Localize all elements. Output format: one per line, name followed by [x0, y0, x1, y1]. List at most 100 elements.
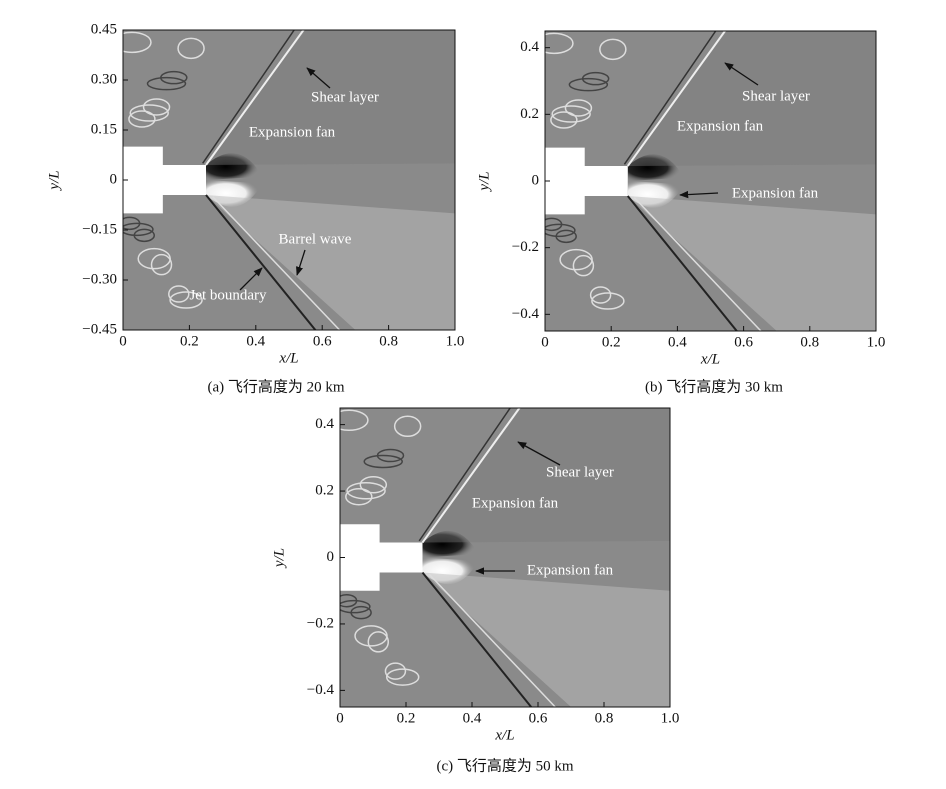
fan-dark-wash [206, 30, 455, 165]
vortex [376, 448, 405, 463]
barrel-wave [633, 197, 762, 331]
x-tick-label: 0.6 [313, 333, 332, 349]
annotation-arrow [724, 62, 759, 86]
vortex [133, 228, 155, 243]
jet-boundary [205, 194, 317, 330]
y-tick-label: 0 [110, 171, 118, 187]
shear-layer [205, 30, 305, 166]
panel: 0 0.2 0.4 0.6 0.8 1.0 0.4 0.2 0 −0.2 −0.4 x/L y/L She… [476, 30, 885, 395]
y-tick-label: 0.2 [315, 482, 334, 498]
x-tick-label: 0.2 [602, 334, 621, 350]
annotation: Expansion fan [249, 124, 336, 140]
x-axis-label: x/L [494, 727, 514, 743]
vortex [142, 98, 171, 116]
vortex [340, 409, 369, 432]
vortex [168, 285, 190, 303]
fan-dark-wash [422, 408, 670, 543]
annotation: Expansion fan [732, 185, 819, 201]
vortex [160, 70, 188, 85]
jet-boundary [421, 571, 533, 707]
nozzle [545, 147, 628, 215]
y-tick-label: 0.2 [520, 106, 539, 122]
nozzle [123, 146, 206, 214]
x-tick-label: 0 [541, 334, 549, 350]
shear-layer-shadow [623, 31, 717, 165]
y-axis-label: y/L [476, 171, 492, 192]
vortex [363, 454, 403, 469]
x-tick-label: 0.6 [734, 334, 753, 350]
annotation: Shear layer [742, 88, 810, 104]
fan-light-wash [422, 572, 670, 707]
y-tick-label: 0.30 [91, 71, 117, 87]
annotation: Jet boundary [189, 287, 267, 303]
x-axis-label: x/L [278, 350, 298, 366]
annotation-arrow [679, 190, 719, 199]
x-tick-label: 0 [336, 710, 344, 726]
annotation-arrow [306, 67, 331, 89]
barrel-wave [212, 196, 341, 330]
vortex [551, 105, 591, 123]
vortex [345, 487, 373, 506]
vortex [599, 38, 627, 61]
annotation-arrow [517, 441, 561, 466]
vortex [346, 481, 386, 500]
vortex [385, 668, 420, 686]
y-tick-label: 0.15 [91, 121, 117, 137]
expansion-fan-dark [627, 154, 685, 181]
fan-dark-wash [627, 31, 876, 166]
x-axis-label: x/L [700, 351, 720, 367]
y-tick-label: −0.4 [307, 682, 335, 698]
shear-layer-shadow [418, 408, 512, 542]
y-tick-label: −0.2 [307, 615, 334, 631]
vortex [384, 662, 407, 680]
x-tick-label: 0.4 [463, 710, 482, 726]
vortex [393, 415, 422, 438]
annotation-arrow [239, 267, 263, 291]
x-tick-label: 0 [119, 333, 127, 349]
vortex [545, 223, 576, 238]
vortex [150, 253, 173, 276]
vortex [123, 31, 152, 54]
schlieren-image [340, 408, 670, 707]
vortex [545, 32, 574, 55]
annotation: Expansion fan [677, 118, 764, 134]
vortex [350, 605, 372, 620]
vortex [123, 222, 154, 237]
vortex [568, 77, 609, 92]
x-tick-label: 0.6 [529, 710, 548, 726]
expansion-fan-dark [422, 530, 479, 558]
schlieren-image [545, 31, 876, 331]
annotation: Expansion fan [472, 495, 559, 511]
y-axis-label: y/L [46, 170, 62, 191]
caption: (b) 飞行高度为 30 km [645, 378, 783, 395]
x-tick-label: 0.4 [246, 333, 265, 349]
x-tick-label: 0.8 [595, 710, 614, 726]
vortex [359, 475, 388, 494]
annotation-arrow [296, 249, 306, 276]
annotation: Barrel wave [279, 231, 352, 247]
vortex [581, 71, 610, 86]
y-tick-label: −0.30 [82, 271, 117, 287]
x-tick-label: 0.8 [800, 334, 819, 350]
shear-layer [421, 408, 521, 544]
vortex [128, 110, 156, 128]
annotation: Shear layer [311, 89, 379, 105]
vortex [129, 104, 169, 122]
vortex [550, 111, 578, 129]
y-tick-label: 0.45 [91, 21, 117, 37]
x-tick-label: 0.4 [668, 334, 687, 350]
y-tick-label: −0.15 [82, 221, 117, 237]
vortex [146, 76, 187, 91]
vortex [591, 292, 625, 310]
expansion-fan-dark [206, 153, 263, 180]
y-tick-label: 0.4 [520, 39, 539, 55]
barrel-wave [428, 573, 557, 707]
vortex [169, 291, 203, 309]
vortex [589, 286, 612, 304]
panel: 0 0.2 0.4 0.6 0.8 1.0 0.45 0.30 0.15 0 −0.15 −0.30 −… [46, 21, 464, 395]
x-tick-label: 0.2 [397, 710, 416, 726]
y-tick-label: −0.45 [82, 321, 117, 337]
y-tick-label: −0.2 [512, 239, 539, 255]
shear-layer [626, 31, 727, 167]
